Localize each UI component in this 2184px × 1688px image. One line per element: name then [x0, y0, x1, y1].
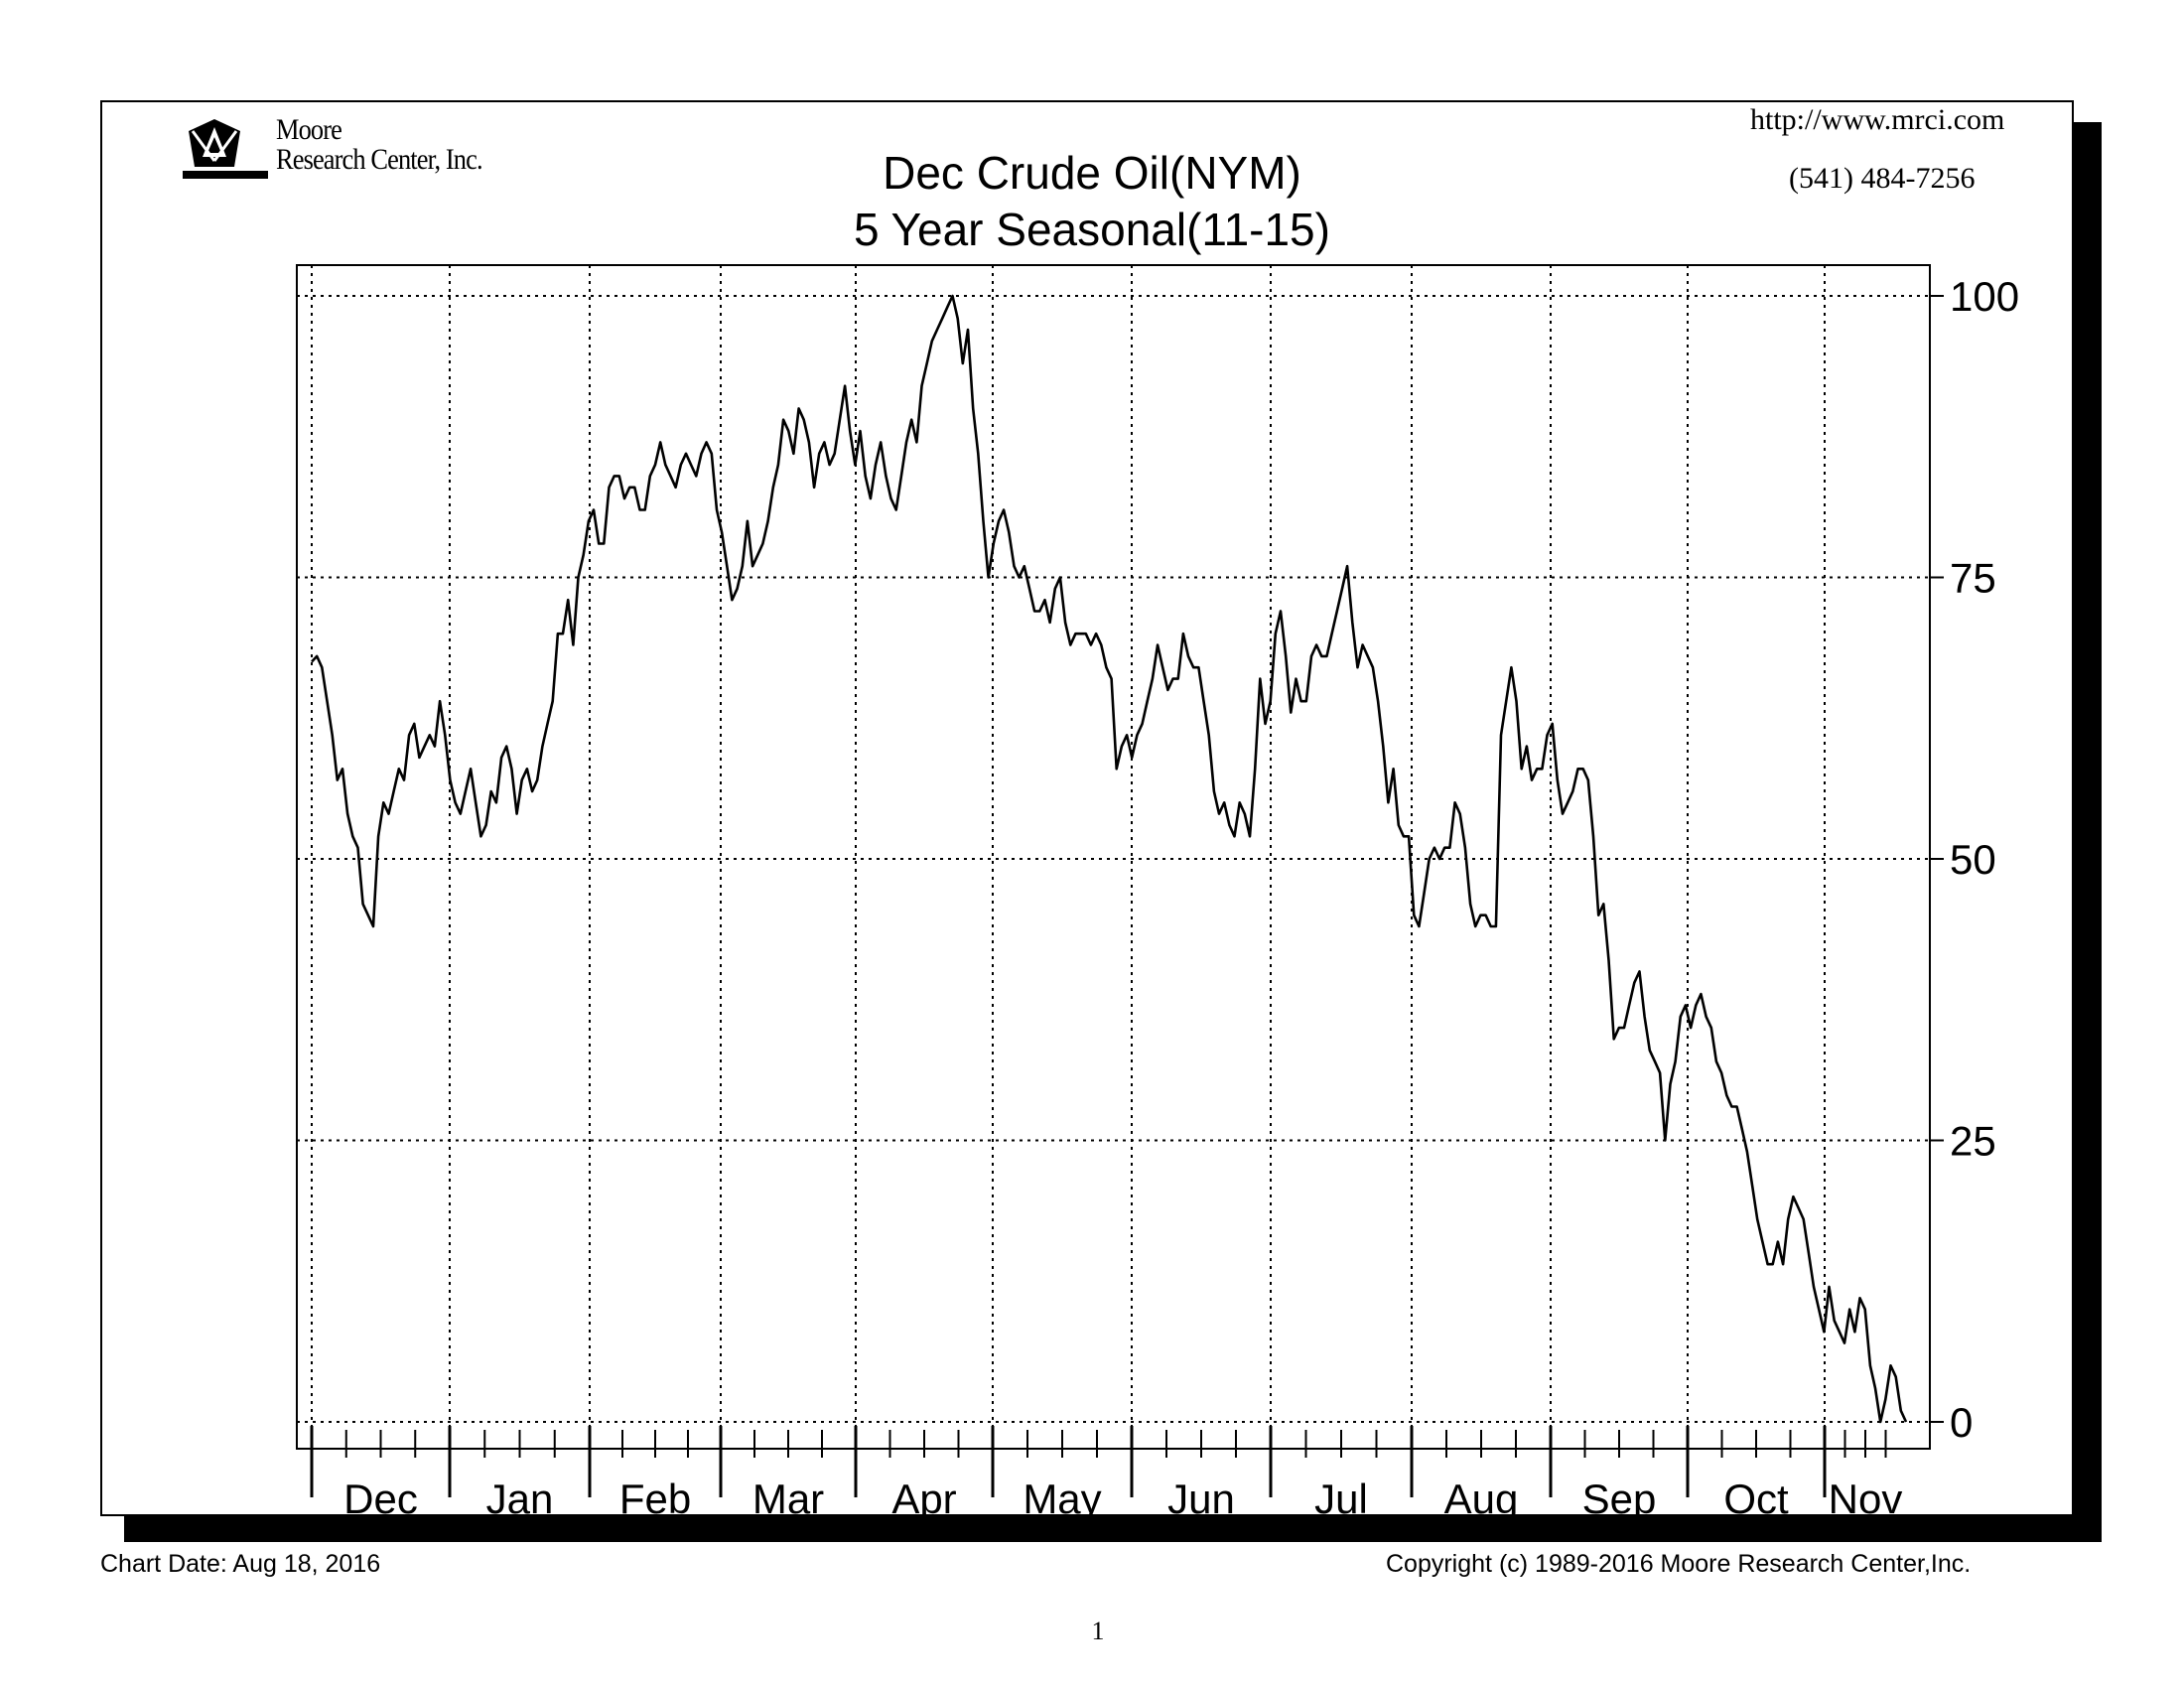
x-tick-label: Jun	[1167, 1476, 1235, 1522]
grid-lines	[297, 265, 1930, 1449]
logo-mark-icon	[183, 119, 268, 179]
x-tick-label: Mar	[752, 1476, 824, 1522]
x-tick-label: Oct	[1723, 1476, 1789, 1522]
company-name: Moore Research Center, Inc.	[276, 113, 483, 176]
chart-date: Chart Date: Aug 18, 2016	[100, 1550, 381, 1578]
x-tick-label: Aug	[1444, 1476, 1519, 1522]
x-tick-label: Sep	[1582, 1476, 1657, 1522]
x-tick-label: May	[1023, 1476, 1101, 1522]
company-url: http://www.mrci.com	[1750, 103, 2005, 136]
y-tick-label: 25	[1950, 1118, 1996, 1165]
company-name-line1: Moore	[276, 113, 342, 146]
chart-title: Dec Crude Oil(NYM)	[883, 147, 1301, 199]
company-phone: (541) 484-7256	[1789, 162, 1976, 195]
y-tick-label: 50	[1950, 836, 1996, 883]
x-tick-label: Nov	[1829, 1476, 1903, 1522]
axes: 0 25 50 75 100 Dec Jan Feb Mar Apr May Jun Jul Aug Sep…	[310, 273, 2019, 1522]
series-line	[311, 294, 1908, 1424]
y-tick-label: 100	[1950, 273, 2019, 320]
x-tick-label: Apr	[891, 1476, 956, 1522]
x-tick-label: Jan	[486, 1476, 554, 1522]
chart-frame	[100, 100, 2074, 1516]
page-number: 1	[1091, 1617, 1105, 1645]
plot-area-border	[296, 264, 1931, 1450]
chart-subtitle: 5 Year Seasonal(11-15)	[854, 204, 1330, 255]
copyright-notice: Copyright (c) 1989-2016 Moore Research C…	[1386, 1550, 1972, 1578]
x-tick-label: Feb	[619, 1476, 691, 1522]
x-tick-label: Dec	[343, 1476, 418, 1522]
y-tick-label: 0	[1950, 1399, 1973, 1446]
y-tick-label: 75	[1950, 555, 1996, 602]
series-layer	[311, 294, 1908, 1424]
x-tick-label: Jul	[1314, 1476, 1368, 1522]
company-name-line2: Research Center, Inc.	[276, 143, 483, 176]
